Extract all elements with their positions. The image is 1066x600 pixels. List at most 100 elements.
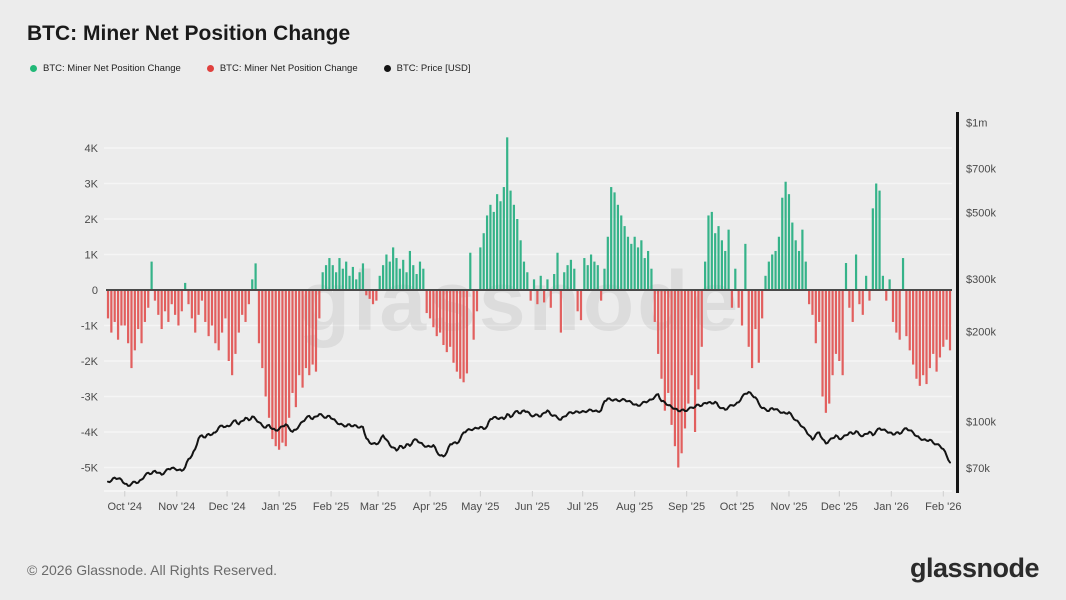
bar-negative xyxy=(294,290,297,408)
bar-negative xyxy=(288,290,291,418)
bar-negative xyxy=(754,290,757,330)
y-axis-right-tick-label: $1m xyxy=(966,117,987,129)
y-axis-right-tick-label: $300k xyxy=(966,274,996,286)
bar-negative xyxy=(549,290,552,308)
bar-positive xyxy=(502,187,505,290)
legend-item-price[interactable]: BTC: Price [USD] xyxy=(383,63,471,74)
x-axis-tick-label: Oct '24 xyxy=(108,501,143,513)
bar-positive xyxy=(345,261,348,290)
legend-item-miner-negative[interactable]: BTC: Miner Net Position Change xyxy=(206,63,358,74)
bar-negative xyxy=(127,290,130,344)
bar-positive xyxy=(184,282,187,290)
x-axis-tick-label: May '25 xyxy=(461,501,499,513)
bar-positive xyxy=(378,275,381,290)
glassnode-logo: glassnode xyxy=(909,553,1040,583)
bar-negative xyxy=(811,290,814,315)
bar-positive xyxy=(881,275,885,290)
bar-negative xyxy=(663,290,666,411)
bar-negative xyxy=(942,290,945,347)
y-axis-left-tick-label: 0 xyxy=(92,285,98,297)
bar-positive xyxy=(784,181,787,290)
y-axis-right-tick-label: $100k xyxy=(966,417,996,429)
bar-positive xyxy=(603,268,606,290)
bar-positive xyxy=(361,263,365,291)
y-axis-left-tick-label: 1K xyxy=(85,250,99,262)
bar-negative xyxy=(308,290,311,376)
bar-negative xyxy=(314,290,318,372)
bar-positive xyxy=(777,236,781,290)
bar-negative xyxy=(918,290,921,386)
bar-negative xyxy=(465,290,469,374)
bar-positive xyxy=(801,229,804,290)
bar-negative xyxy=(271,290,274,440)
bar-positive xyxy=(888,279,891,290)
bar-negative xyxy=(475,290,479,312)
bar-positive xyxy=(358,272,361,290)
bar-negative xyxy=(600,290,603,301)
bar-negative xyxy=(737,290,740,308)
bar-negative xyxy=(657,290,660,354)
y-axis-left-tick-label: -2K xyxy=(81,356,99,368)
bar-negative xyxy=(237,290,240,333)
green-dot-icon xyxy=(30,65,37,72)
x-axis-tick-label: Jan '26 xyxy=(874,501,909,513)
x-axis-tick-label: Apr '25 xyxy=(413,501,448,513)
bar-positive xyxy=(717,226,720,290)
bar-negative xyxy=(670,290,673,425)
bar-positive xyxy=(901,258,905,290)
bar-positive xyxy=(405,272,408,290)
bar-negative xyxy=(281,290,284,443)
bar-positive xyxy=(854,254,858,290)
x-axis-tick-label: Nov '25 xyxy=(771,501,808,513)
bar-positive xyxy=(385,254,388,290)
x-axis-tick-label: Jul '25 xyxy=(567,501,598,513)
bar-positive xyxy=(341,268,344,290)
grid-lines xyxy=(104,147,952,469)
bar-positive xyxy=(707,215,710,290)
y-axis-right-tick-label: $500k xyxy=(966,207,996,219)
bar-positive xyxy=(646,250,650,290)
bar-positive xyxy=(479,247,482,290)
bar-negative xyxy=(318,290,321,319)
y-axis-left-tick-label: -5K xyxy=(81,463,99,475)
bar-negative xyxy=(928,290,931,369)
bar-negative xyxy=(153,290,157,301)
bar-negative xyxy=(660,290,663,379)
x-axis: Oct '24 Nov '24 Dec '24 Jan '25 Feb '25 Mar '… xyxy=(104,490,961,513)
bar-negative xyxy=(298,290,301,376)
bar-negative xyxy=(160,290,163,330)
bar-negative xyxy=(234,290,237,354)
bar-positive xyxy=(324,265,328,290)
copyright-text: © 2026 Glassnode. All Rights Reserved. xyxy=(27,562,278,578)
legend-label: BTC: Miner Net Position Change xyxy=(219,63,358,74)
bar-negative xyxy=(274,290,277,447)
bar-positive xyxy=(704,261,707,290)
bar-negative xyxy=(217,290,220,351)
bar-negative xyxy=(304,290,308,369)
legend-label: BTC: Miner Net Position Change xyxy=(43,63,181,74)
bar-positive xyxy=(351,266,354,290)
bar-negative xyxy=(740,290,744,326)
bar-positive xyxy=(791,222,794,290)
bar-negative xyxy=(264,290,267,397)
bar-negative xyxy=(948,290,952,351)
x-axis-tick-label: Feb '26 xyxy=(925,501,961,513)
bar-negative xyxy=(750,290,754,369)
bar-positive xyxy=(636,247,640,290)
bar-positive xyxy=(355,279,358,290)
y-axis-left-tick-label: 3K xyxy=(85,179,99,191)
bar-negative xyxy=(435,290,438,337)
y-axis-right-tick-label: $200k xyxy=(966,327,996,339)
bar-negative xyxy=(284,290,287,447)
bar-negative xyxy=(821,290,824,397)
legend-item-miner-positive[interactable]: BTC: Miner Net Position Change xyxy=(30,63,181,74)
bar-negative xyxy=(170,290,173,305)
bar-negative xyxy=(442,290,445,346)
bar-positive xyxy=(516,219,519,290)
bar-negative xyxy=(912,290,915,365)
bar-positive xyxy=(781,197,784,290)
bar-positive xyxy=(771,254,774,290)
bar-positive xyxy=(388,261,391,290)
